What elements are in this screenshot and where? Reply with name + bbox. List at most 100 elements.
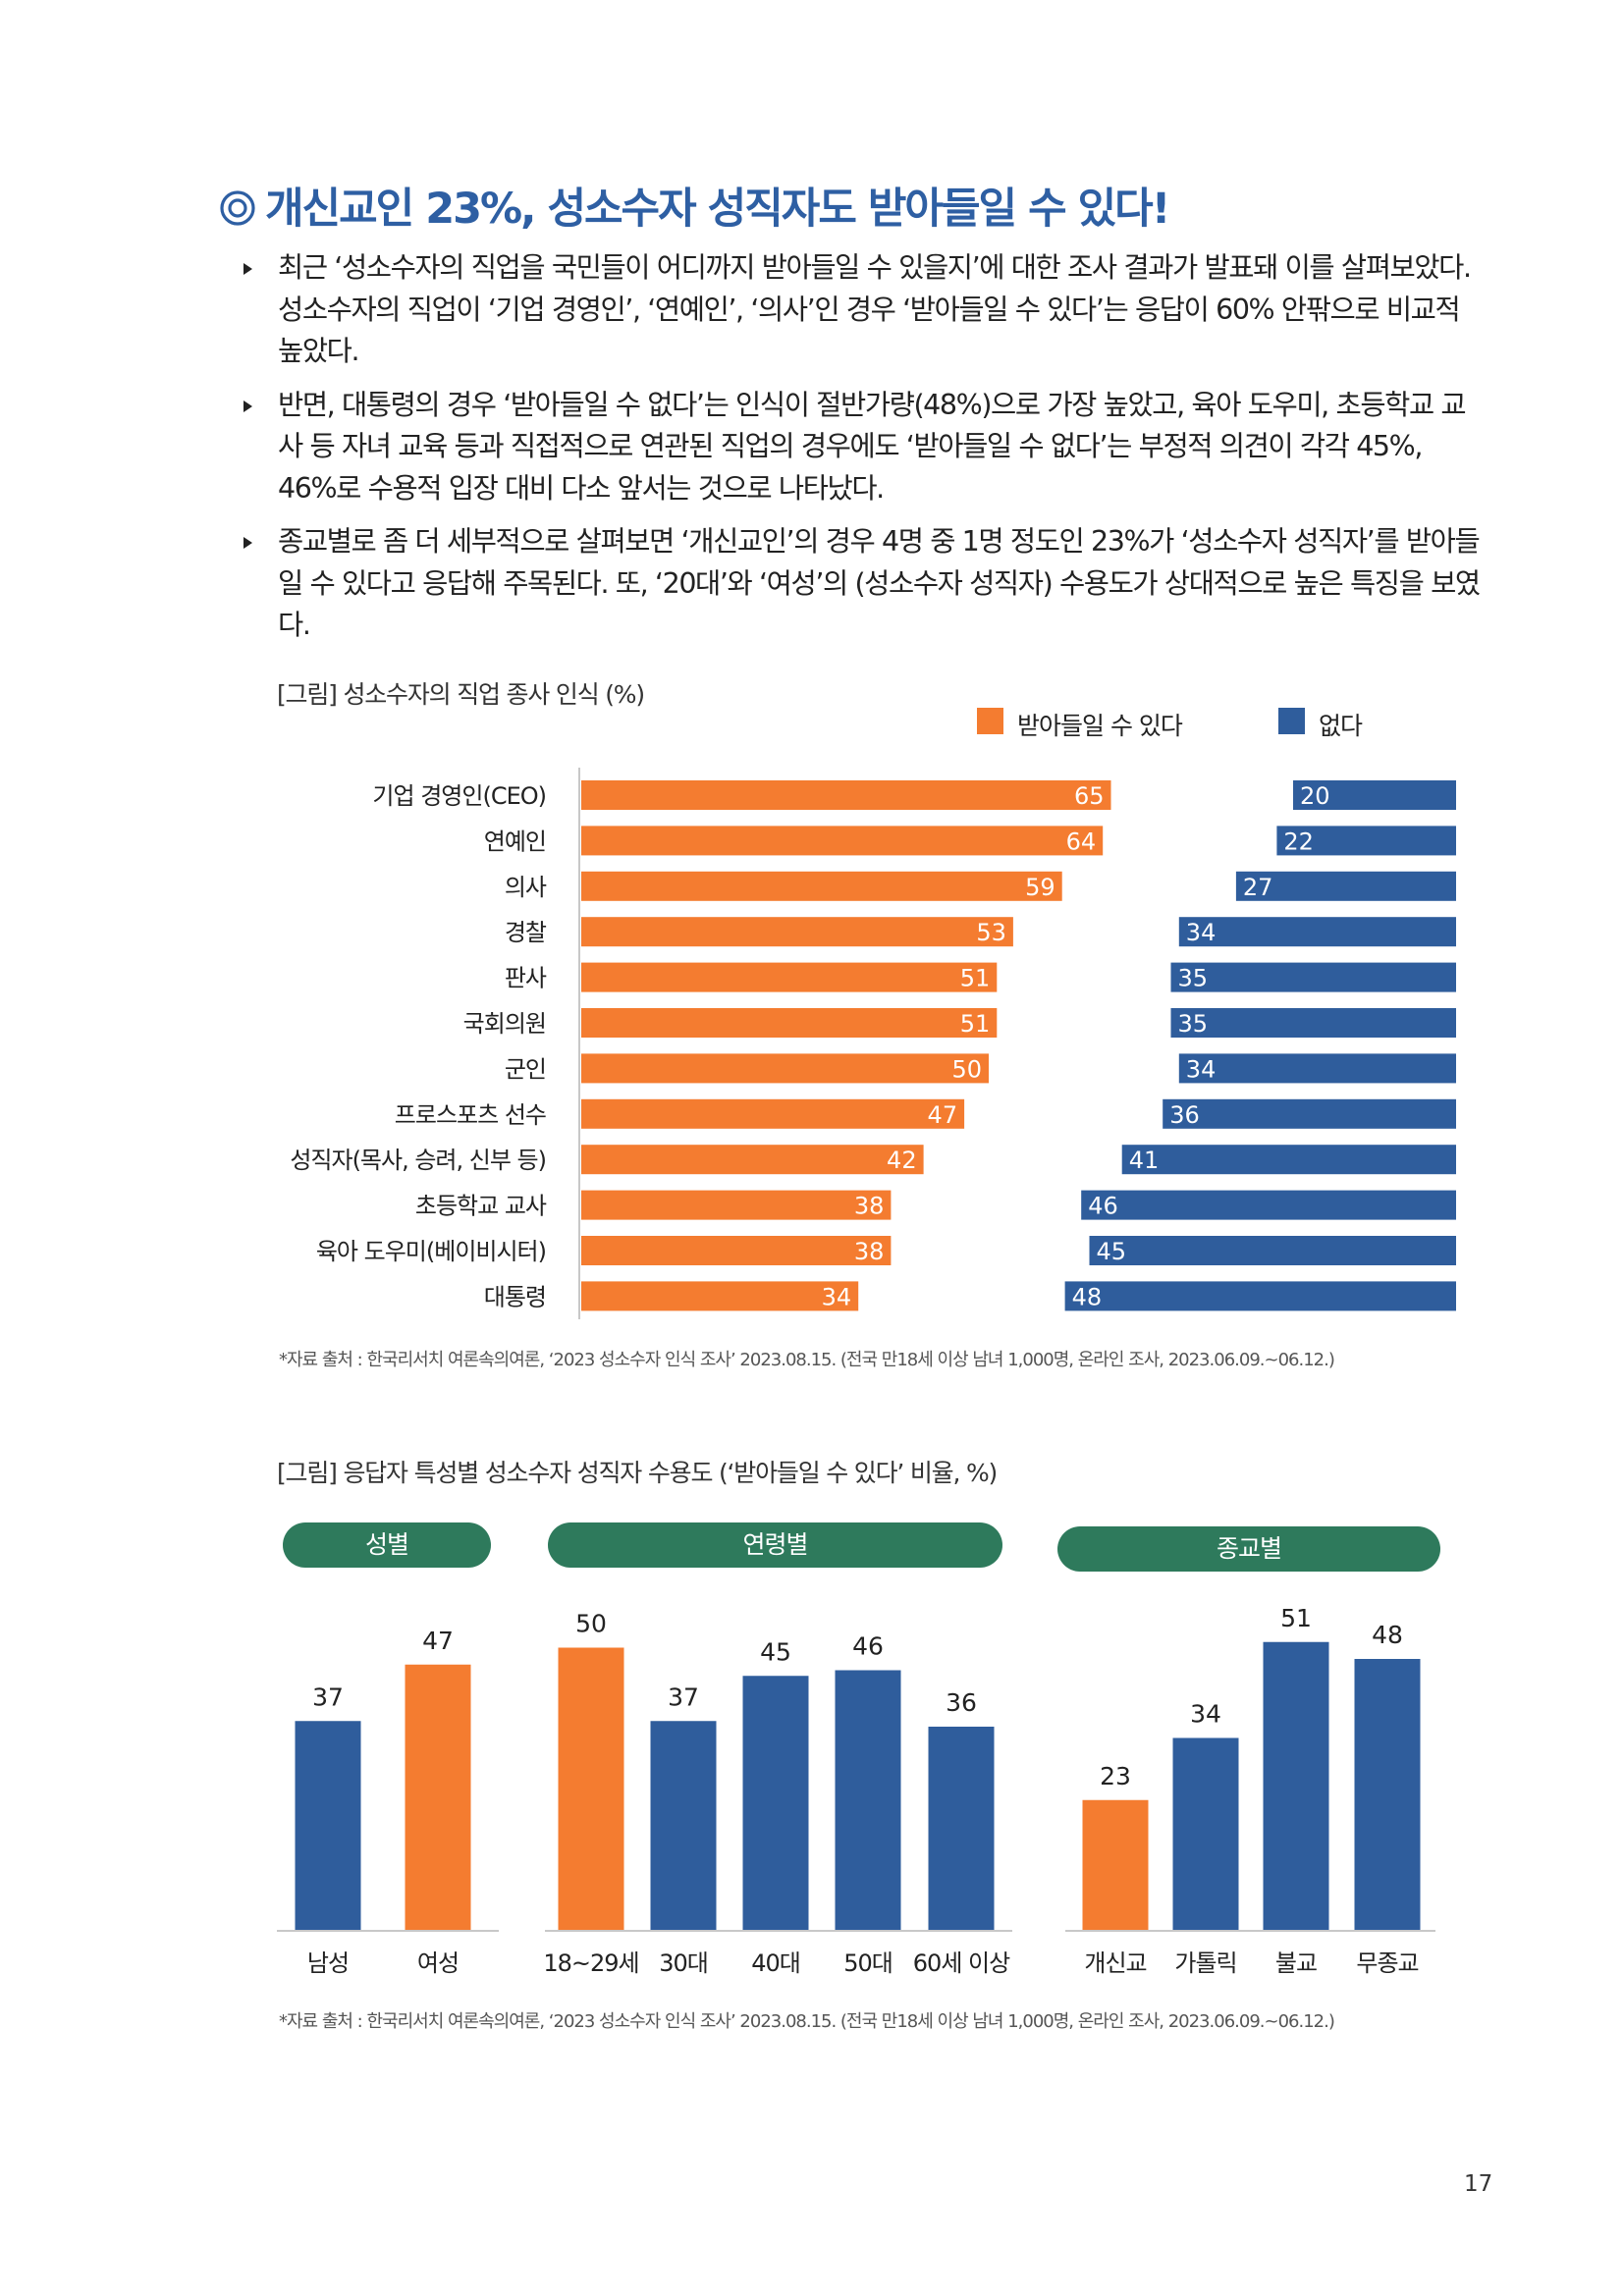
bullet-paragraph: 종교별로 좀 더 세부적으로 살펴보면 ‘개신교인’의 경우 4명 중 1명 정… bbox=[242, 521, 1484, 647]
category-label: 초등학교 교사 bbox=[415, 1193, 547, 1220]
bar-accept bbox=[581, 871, 1062, 901]
category-label: 판사 bbox=[505, 965, 547, 992]
category-label: 대통령 bbox=[484, 1283, 546, 1310]
bar-accept bbox=[581, 1190, 892, 1220]
bar-reject bbox=[1170, 962, 1456, 992]
bar-reject bbox=[1178, 917, 1456, 947]
column-bar bbox=[650, 1721, 717, 1930]
bar-accept-label: 64 bbox=[1066, 828, 1097, 855]
column-value-label: 48 bbox=[1372, 1621, 1403, 1649]
bar-accept bbox=[581, 1098, 965, 1129]
figure2-source: *자료 출처 : 한국리서치 여론속의여론, ‘2023 성소수자 인식 조사’… bbox=[279, 2011, 1335, 2032]
column-bar bbox=[835, 1670, 901, 1930]
category-label: 연예인 bbox=[484, 828, 546, 855]
bar-reject-label: 27 bbox=[1243, 874, 1273, 901]
category-label: 경찰 bbox=[505, 919, 547, 946]
bar-reject bbox=[1163, 1098, 1456, 1129]
column-value-label: 50 bbox=[575, 1610, 607, 1638]
column-category-label: 50대 bbox=[843, 1949, 893, 1977]
bar-accept-label: 38 bbox=[854, 1193, 885, 1220]
bullet-triangle-icon bbox=[243, 400, 252, 412]
column-value-label: 45 bbox=[760, 1637, 791, 1666]
column-bar bbox=[742, 1676, 809, 1930]
bar-reject bbox=[1064, 1281, 1456, 1311]
figure1-caption: [그림] 성소수자의 직업 종사 인식 (%) bbox=[277, 680, 645, 709]
paragraph-text: 반면, 대통령의 경우 ‘받아들일 수 없다’는 인식이 절반가량(48%)으로… bbox=[278, 388, 1467, 505]
bar-accept-label: 51 bbox=[960, 1010, 991, 1038]
category-label: 기업 경영인(CEO) bbox=[372, 782, 546, 810]
column-category-label: 불교 bbox=[1275, 1949, 1317, 1977]
column-bar bbox=[295, 1721, 361, 1930]
column-value-label: 34 bbox=[1190, 1700, 1221, 1729]
column-value-label: 37 bbox=[312, 1682, 344, 1711]
group-pill-religion: 종교별 bbox=[1057, 1526, 1440, 1572]
legend-swatch-accept bbox=[977, 708, 1003, 734]
column-value-label: 23 bbox=[1100, 1762, 1131, 1790]
bar-reject-label: 48 bbox=[1072, 1283, 1103, 1310]
column-category-label: 개신교 bbox=[1084, 1949, 1146, 1977]
bar-accept-label: 50 bbox=[951, 1055, 982, 1083]
bar-reject-label: 35 bbox=[1178, 1010, 1209, 1038]
column-category-label: 가톨릭 bbox=[1174, 1949, 1236, 1977]
column-category-label: 40대 bbox=[751, 1949, 800, 1977]
bar-reject-label: 22 bbox=[1283, 828, 1314, 855]
bar-accept-label: 51 bbox=[960, 965, 991, 992]
bar-accept bbox=[581, 826, 1104, 856]
group-pill-age: 연령별 bbox=[548, 1522, 1002, 1568]
page-number: 17 bbox=[1464, 2171, 1493, 2197]
column-bar bbox=[1172, 1737, 1239, 1930]
bar-accept bbox=[581, 1145, 924, 1175]
bar-reject-label: 45 bbox=[1097, 1238, 1127, 1265]
column-category-label: 무종교 bbox=[1356, 1949, 1418, 1977]
bar-accept bbox=[581, 1053, 989, 1084]
bar-reject bbox=[1235, 871, 1456, 901]
bar-reject bbox=[1293, 780, 1456, 810]
bar-accept bbox=[581, 1281, 859, 1311]
section-title-text: 개신교인 23%, 성소수자 성직자도 받아들일 수 있다! bbox=[265, 185, 1170, 234]
category-label: 성직자(목사, 승려, 신부 등) bbox=[290, 1147, 546, 1174]
paragraph-text: 종교별로 좀 더 세부적으로 살펴보면 ‘개신교인’의 경우 4명 중 1명 정… bbox=[278, 525, 1481, 641]
column-value-label: 37 bbox=[668, 1682, 699, 1711]
column-category-label: 30대 bbox=[659, 1949, 708, 1977]
column-category-label: 여성 bbox=[417, 1949, 459, 1977]
bar-reject bbox=[1276, 826, 1456, 856]
column-value-label: 36 bbox=[946, 1688, 977, 1717]
paragraph-text: 최근 ‘성소수자의 직업을 국민들이 어디까지 받아들일 수 있을지’에 대한 … bbox=[278, 251, 1472, 367]
legend-swatch-reject bbox=[1278, 708, 1305, 734]
figure1-source: *자료 출처 : 한국리서치 여론속의여론, ‘2023 성소수자 인식 조사’… bbox=[279, 1350, 1335, 1370]
double-circle-icon bbox=[218, 188, 257, 228]
bar-accept-label: 38 bbox=[854, 1238, 885, 1265]
bar-reject bbox=[1121, 1145, 1456, 1175]
bar-reject-label: 34 bbox=[1186, 1055, 1217, 1083]
bar-reject-label: 35 bbox=[1178, 965, 1209, 992]
bar-accept-label: 42 bbox=[887, 1147, 917, 1174]
bullet-paragraph: 최근 ‘성소수자의 직업을 국민들이 어디까지 받아들일 수 있을지’에 대한 … bbox=[242, 247, 1484, 373]
column-bar bbox=[1263, 1641, 1329, 1930]
category-label: 프로스포츠 선수 bbox=[395, 1101, 546, 1129]
column-bar bbox=[1082, 1799, 1149, 1930]
bar-accept bbox=[581, 1008, 998, 1038]
bar-reject bbox=[1081, 1190, 1456, 1220]
bar-accept bbox=[581, 962, 998, 992]
bar-accept-label: 53 bbox=[976, 919, 1006, 946]
figure2-caption: [그림] 응답자 특성별 성소수자 성직자 수용도 (‘받아들일 수 있다’ 비… bbox=[277, 1459, 998, 1487]
column-category-label: 남성 bbox=[307, 1949, 349, 1977]
column-bar bbox=[1354, 1659, 1421, 1930]
legend-label-accept: 받아들일 수 있다 bbox=[1017, 712, 1183, 740]
column-bar bbox=[558, 1647, 624, 1930]
column-bar bbox=[405, 1664, 471, 1930]
bar-accept bbox=[581, 780, 1111, 810]
legend-label-reject: 없다 bbox=[1319, 712, 1363, 740]
column-value-label: 51 bbox=[1280, 1604, 1312, 1632]
bullet-list: 최근 ‘성소수자의 직업을 국민들이 어디까지 받아들일 수 있을지’에 대한 … bbox=[242, 247, 1484, 659]
bar-reject-label: 34 bbox=[1186, 919, 1217, 946]
bar-reject-label: 36 bbox=[1169, 1101, 1200, 1129]
bar-reject-label: 46 bbox=[1088, 1193, 1118, 1220]
bar-accept-label: 65 bbox=[1074, 782, 1105, 810]
group-pill-gender: 성별 bbox=[283, 1522, 491, 1568]
category-label: 의사 bbox=[505, 874, 547, 901]
bar-reject bbox=[1170, 1008, 1456, 1038]
bar-reject-label: 41 bbox=[1129, 1147, 1160, 1174]
bar-reject bbox=[1089, 1236, 1456, 1265]
